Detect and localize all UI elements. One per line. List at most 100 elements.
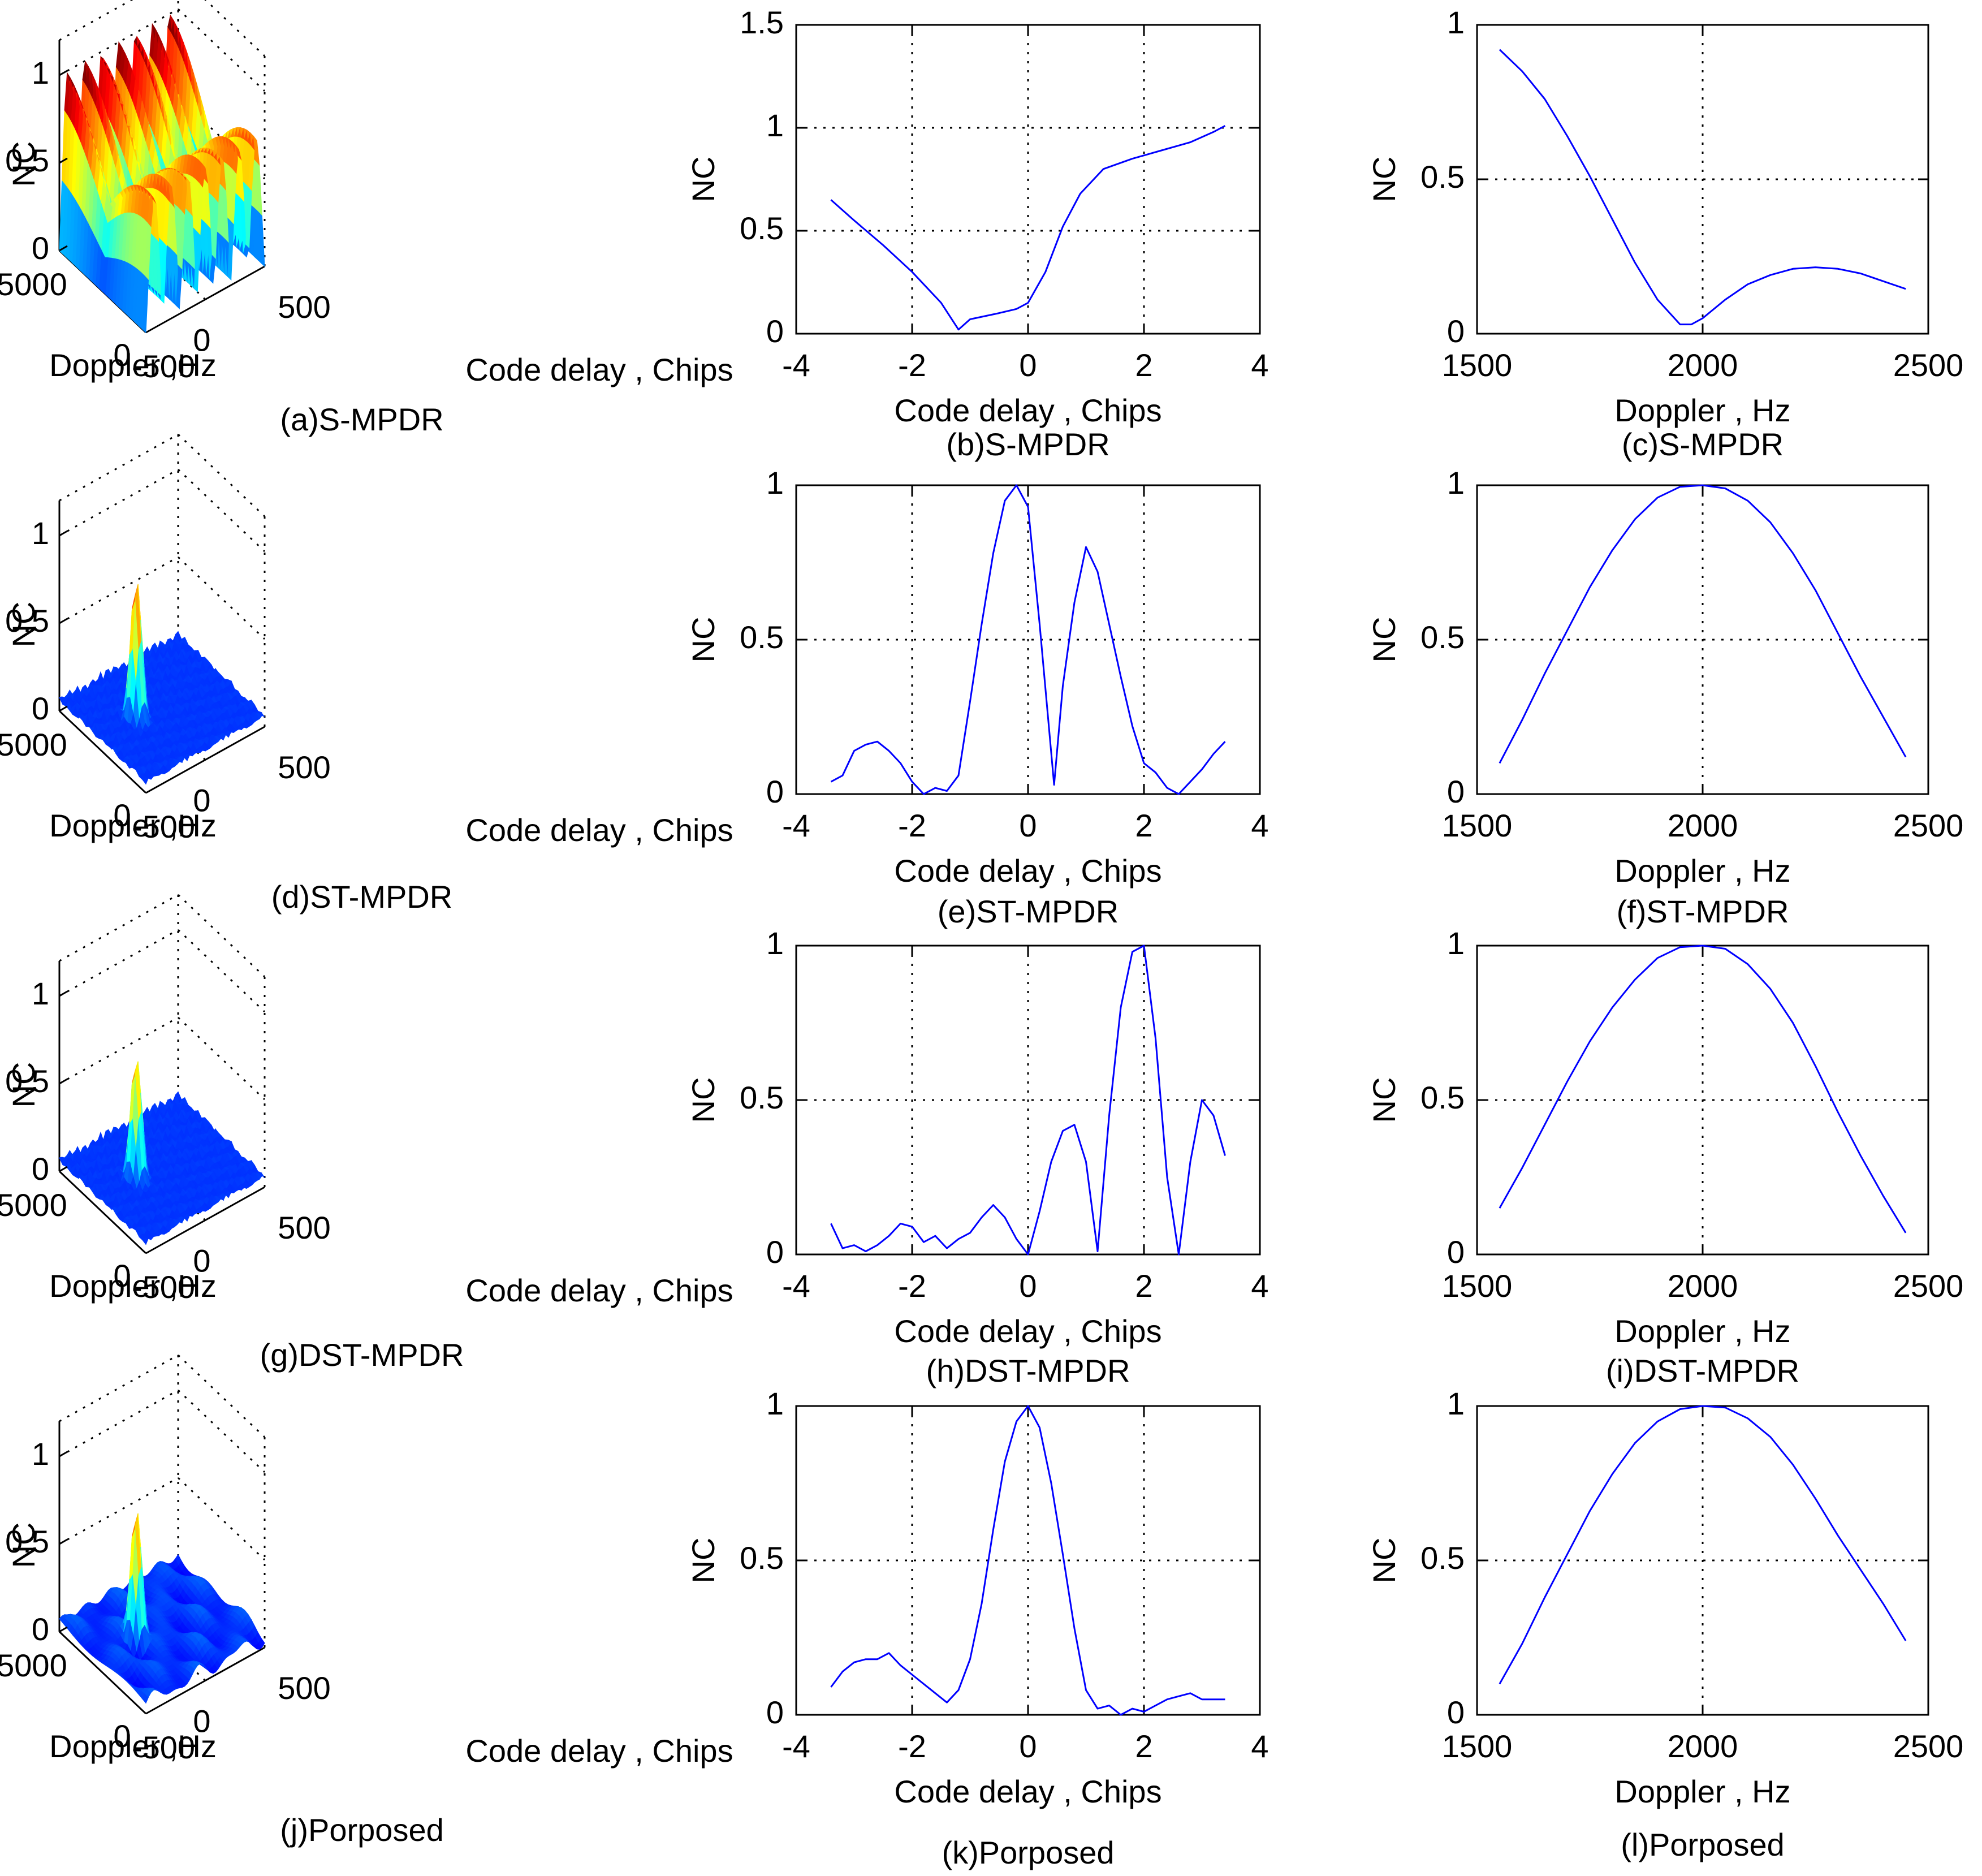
doppler-axis	[58, 710, 147, 794]
panel-caption: (a)S-MPDR	[280, 402, 443, 437]
grid-line-top	[59, 0, 133, 41]
y-tick-label: 1	[1447, 465, 1465, 501]
data-point	[1792, 552, 1794, 554]
data-point	[1905, 1232, 1907, 1234]
data-point	[1212, 1114, 1215, 1116]
z-tick	[59, 157, 68, 164]
z-tick	[59, 990, 68, 997]
y-tick-label: 1	[766, 465, 784, 501]
data-point	[1039, 623, 1041, 626]
data-point	[1544, 672, 1546, 675]
x-tick-label: 4	[1251, 808, 1268, 843]
data-point	[830, 1222, 832, 1224]
z-axis-label: NC	[6, 1062, 41, 1108]
data-point	[992, 1204, 995, 1206]
panel-caption: (g)DST-MPDR	[260, 1337, 464, 1373]
data-point	[1108, 1114, 1111, 1116]
grid-line-z	[177, 468, 266, 553]
data-point	[1566, 629, 1569, 632]
series-line	[830, 125, 1226, 331]
data-point	[1769, 987, 1772, 990]
data-point	[888, 750, 890, 752]
grid-line-z	[59, 1389, 179, 1457]
panel-caption: (h)DST-MPDR	[926, 1353, 1130, 1388]
data-point	[1499, 49, 1501, 51]
data-point	[1747, 499, 1749, 502]
data-point	[876, 1244, 879, 1247]
z-tick	[59, 705, 68, 712]
y-tick-label: 0	[766, 1234, 784, 1270]
z-tick	[59, 1078, 68, 1085]
data-point	[1521, 70, 1523, 72]
grid-line-z	[59, 556, 179, 624]
data-point	[1589, 586, 1591, 588]
data-point	[1815, 1065, 1817, 1067]
data-point	[1004, 1216, 1006, 1218]
z-axis-label: NC	[6, 141, 41, 187]
y-tick-label: 0	[1447, 313, 1465, 349]
data-point	[1544, 98, 1546, 100]
data-point	[1905, 288, 1907, 290]
z-tick	[59, 1166, 68, 1172]
doppler-axis-label: Doppler ,Hz	[49, 808, 217, 843]
y-axis-label: NC	[685, 157, 721, 202]
data-point	[1224, 124, 1227, 127]
y-axis-label: NC	[685, 617, 721, 663]
data-point	[1499, 1207, 1501, 1209]
data-point	[1189, 141, 1191, 143]
data-point	[1132, 158, 1134, 160]
grid-line-z	[177, 929, 266, 1013]
data-point	[1724, 947, 1726, 950]
panel-caption: (e)ST-MPDR	[938, 894, 1119, 929]
data-point	[882, 244, 884, 246]
grid-line-z	[59, 1477, 179, 1545]
x-tick-label: 4	[1251, 1268, 1268, 1304]
data-point	[853, 219, 856, 222]
grid-line-top	[59, 894, 179, 962]
data-point	[1027, 506, 1029, 508]
data-point	[1143, 762, 1145, 764]
data-point	[1634, 261, 1636, 264]
data-point	[1062, 1130, 1064, 1132]
x-tick-label: 2	[1135, 808, 1152, 843]
grid-line-top	[204, 0, 266, 57]
data-point	[876, 740, 879, 743]
data-point	[1062, 226, 1064, 228]
z-tick-label: 0.5	[5, 143, 49, 178]
x-tick-label: 2	[1135, 347, 1152, 383]
grid-line-z	[177, 8, 266, 92]
data-point	[1724, 487, 1726, 489]
x-tick-label: 2500	[1893, 808, 1964, 843]
z-tick	[59, 618, 68, 624]
data-point	[830, 199, 832, 201]
data-point	[981, 1216, 983, 1218]
data-point	[1160, 149, 1163, 152]
x-tick-label: 1500	[1442, 347, 1513, 383]
y-axis-label: NC	[1366, 1077, 1402, 1123]
data-point	[1073, 601, 1076, 603]
data-point	[1096, 571, 1099, 573]
x-axis-label: Doppler , Hz	[1614, 853, 1790, 889]
y-tick-label: 0.5	[740, 1080, 784, 1115]
grid-line-top	[177, 1354, 266, 1438]
code-tick-label: 500	[278, 1210, 330, 1245]
z-tick-label: 0	[32, 691, 49, 726]
code-delay-axis-label: Code delay , Chips	[465, 812, 733, 848]
z-tick-label: 1	[32, 976, 49, 1011]
data-point	[1155, 771, 1157, 774]
doppler-axis-label: Doppler ,Hz	[49, 1268, 217, 1304]
z-tick	[59, 245, 68, 252]
data-point	[1859, 676, 1862, 678]
data-point	[1096, 1250, 1099, 1253]
data-point	[1143, 945, 1145, 947]
data-point	[1016, 1238, 1018, 1240]
data-point	[865, 1250, 867, 1253]
x-tick-label: -2	[898, 1268, 926, 1304]
data-point	[1634, 978, 1636, 981]
code-tick-label: 0	[193, 322, 210, 357]
data-point	[1521, 1167, 1523, 1169]
doppler-axis-label: Doppler ,Hz	[49, 347, 217, 383]
